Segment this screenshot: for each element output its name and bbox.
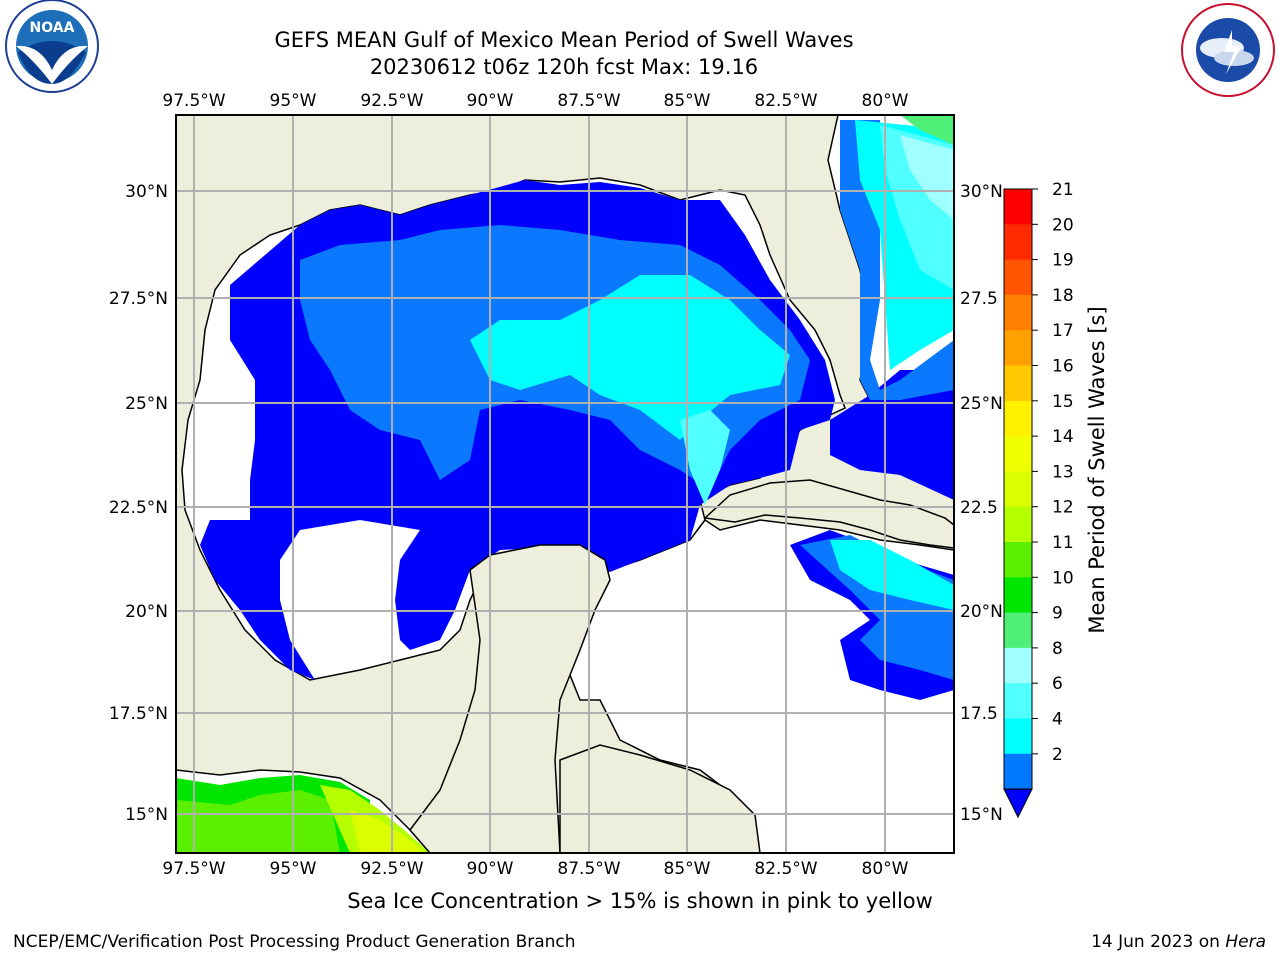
lat-tick-right: 27.5 — [960, 289, 998, 309]
lat-tick-right: 30°N — [960, 182, 1003, 202]
lat-tick-right: 17.5 — [960, 704, 998, 724]
lon-tick-bottom: 95°W — [270, 859, 317, 879]
colorbar-tick-label: 15 — [1052, 392, 1074, 412]
credit-date: 14 Jun 2023 on Hera — [1091, 932, 1266, 952]
noaa-logo: NOAA — [5, 0, 99, 93]
colorbar-tick-label: 10 — [1052, 568, 1074, 588]
colorbar-swatch — [1004, 753, 1032, 790]
colorbar-label: Mean Period of Swell Waves [s] — [1085, 306, 1109, 633]
colorbar-swatch — [1004, 471, 1032, 508]
lat-tick-right: 20°N — [960, 602, 1003, 622]
colorbar-tick-label: 16 — [1052, 357, 1074, 377]
colorbar-tick-label: 21 — [1052, 180, 1074, 200]
cuba — [703, 479, 954, 549]
colorbar-swatch — [1004, 506, 1032, 543]
colorbar-frame — [1003, 188, 1033, 790]
lon-ticks-bottom: 97.5°W 95°W 92.5°W 90°W 87.5°W 85°W 82.5… — [162, 859, 908, 879]
lat-tick-left: 27.5°N — [109, 289, 168, 309]
colorbar-swatch — [1004, 294, 1032, 331]
lon-tick-top: 82.5°W — [754, 91, 817, 111]
period-6s-caribbean — [830, 540, 954, 610]
lat-ticks-right: 30°N 27.5 25°N 22.5 20°N 17.5 15°N — [960, 182, 1003, 825]
lat-tick-left: 15°N — [125, 805, 168, 825]
lon-ticks-top: 97.5°W 95°W 92.5°W 90°W 87.5°W 85°W 82.5… — [162, 91, 908, 111]
chart-title: GEFS MEAN Gulf of Mexico Mean Period of … — [274, 28, 854, 52]
svg-text:NOAA: NOAA — [30, 20, 75, 36]
lat-tick-left: 22.5°N — [109, 498, 168, 518]
nws-logo — [1181, 3, 1275, 97]
lat-tick-right: 15°N — [960, 805, 1003, 825]
colorbar-swatch — [1004, 330, 1032, 366]
colorbar-tick-label: 4 — [1052, 710, 1063, 730]
colorbar-tick-label: 18 — [1052, 286, 1074, 306]
colorbar-tick-label: 2 — [1052, 745, 1063, 765]
period-9s-atlantic — [900, 135, 954, 220]
colorbar-tick-label: 20 — [1052, 215, 1074, 235]
lat-tick-right: 22.5 — [960, 498, 998, 518]
lat-tick-left: 20°N — [125, 602, 168, 622]
lon-tick-bottom: 87.5°W — [557, 859, 620, 879]
colorbar-swatch — [1004, 577, 1032, 614]
lon-tick-bottom: 92.5°W — [360, 859, 423, 879]
colorbar-tick-label: 14 — [1052, 427, 1074, 447]
lon-tick-top: 87.5°W — [557, 91, 620, 111]
chart-subtitle: 20230612 t06z 120h fcst Max: 19.16 — [369, 55, 759, 79]
credit-host: Hera — [1225, 932, 1266, 952]
colorbar-tick-label: 13 — [1052, 462, 1074, 482]
colorbar-swatch — [1004, 683, 1032, 719]
colorbar-under-arrow — [1003, 788, 1033, 819]
map-frame — [175, 114, 955, 854]
colorbar-swatch — [1004, 612, 1032, 649]
period-12s-pacific — [176, 790, 340, 853]
colorbar-swatch — [1004, 365, 1032, 402]
colorbar-swatch — [1004, 400, 1032, 437]
lon-tick-bottom: 85°W — [664, 859, 711, 879]
lat-tick-right: 25°N — [960, 394, 1003, 414]
colorbar-swatch — [1004, 647, 1032, 684]
colorbar-swatch — [1004, 718, 1032, 755]
lon-tick-top: 90°W — [467, 91, 514, 111]
colorbar-tick-label: 19 — [1052, 251, 1074, 271]
credit-date-text: 14 Jun 2023 on — [1091, 932, 1220, 952]
colorbar-swatch — [1004, 224, 1032, 261]
sea-ice-note: Sea Ice Concentration > 15% is shown in … — [347, 889, 933, 913]
lat-tick-left: 17.5°N — [109, 704, 168, 724]
period-6s-region — [470, 275, 790, 440]
lat-ticks-left: 30°N 27.5°N 25°N 22.5°N 20°N 17.5°N 15°N — [109, 182, 168, 825]
lon-tick-bottom: 80°W — [862, 859, 909, 879]
period-14s-pacific — [350, 810, 425, 853]
lon-tick-top: 80°W — [862, 91, 909, 111]
lon-tick-top: 92.5°W — [360, 91, 423, 111]
credit-branch: NCEP/EMC/Verification Post Processing Pr… — [13, 932, 576, 952]
period-8s-region — [680, 410, 730, 505]
colorbar-tick-label: 12 — [1052, 498, 1074, 518]
colorbar-tick-label: 9 — [1052, 604, 1063, 624]
lon-tick-bottom: 90°W — [467, 859, 514, 879]
colorbar-tick-label: 11 — [1052, 533, 1074, 553]
lon-tick-top: 95°W — [270, 91, 317, 111]
lat-tick-left: 30°N — [125, 182, 168, 202]
central-america-coast — [559, 744, 761, 853]
lon-tick-bottom: 82.5°W — [754, 859, 817, 879]
colorbar-swatch — [1004, 189, 1032, 225]
colorbar-tick-label: 6 — [1052, 674, 1063, 694]
lat-tick-left: 25°N — [125, 394, 168, 414]
lon-tick-bottom: 97.5°W — [162, 859, 225, 879]
colorbar-swatch — [1004, 542, 1032, 578]
colorbar-swatch — [1004, 436, 1032, 472]
yucatan-coast — [409, 544, 611, 853]
lon-tick-top: 97.5°W — [162, 91, 225, 111]
map-gridlines — [176, 115, 954, 853]
colorbar-tick-label: 17 — [1052, 321, 1074, 341]
colorbar: 21 20 19 18 17 16 15 14 13 12 11 10 9 8 6 4 2 — [1003, 180, 1074, 819]
lon-tick-top: 85°W — [664, 91, 711, 111]
colorbar-swatch — [1004, 259, 1032, 296]
colorbar-tick-label: 8 — [1052, 639, 1063, 659]
period-10s-atlantic — [900, 115, 954, 145]
